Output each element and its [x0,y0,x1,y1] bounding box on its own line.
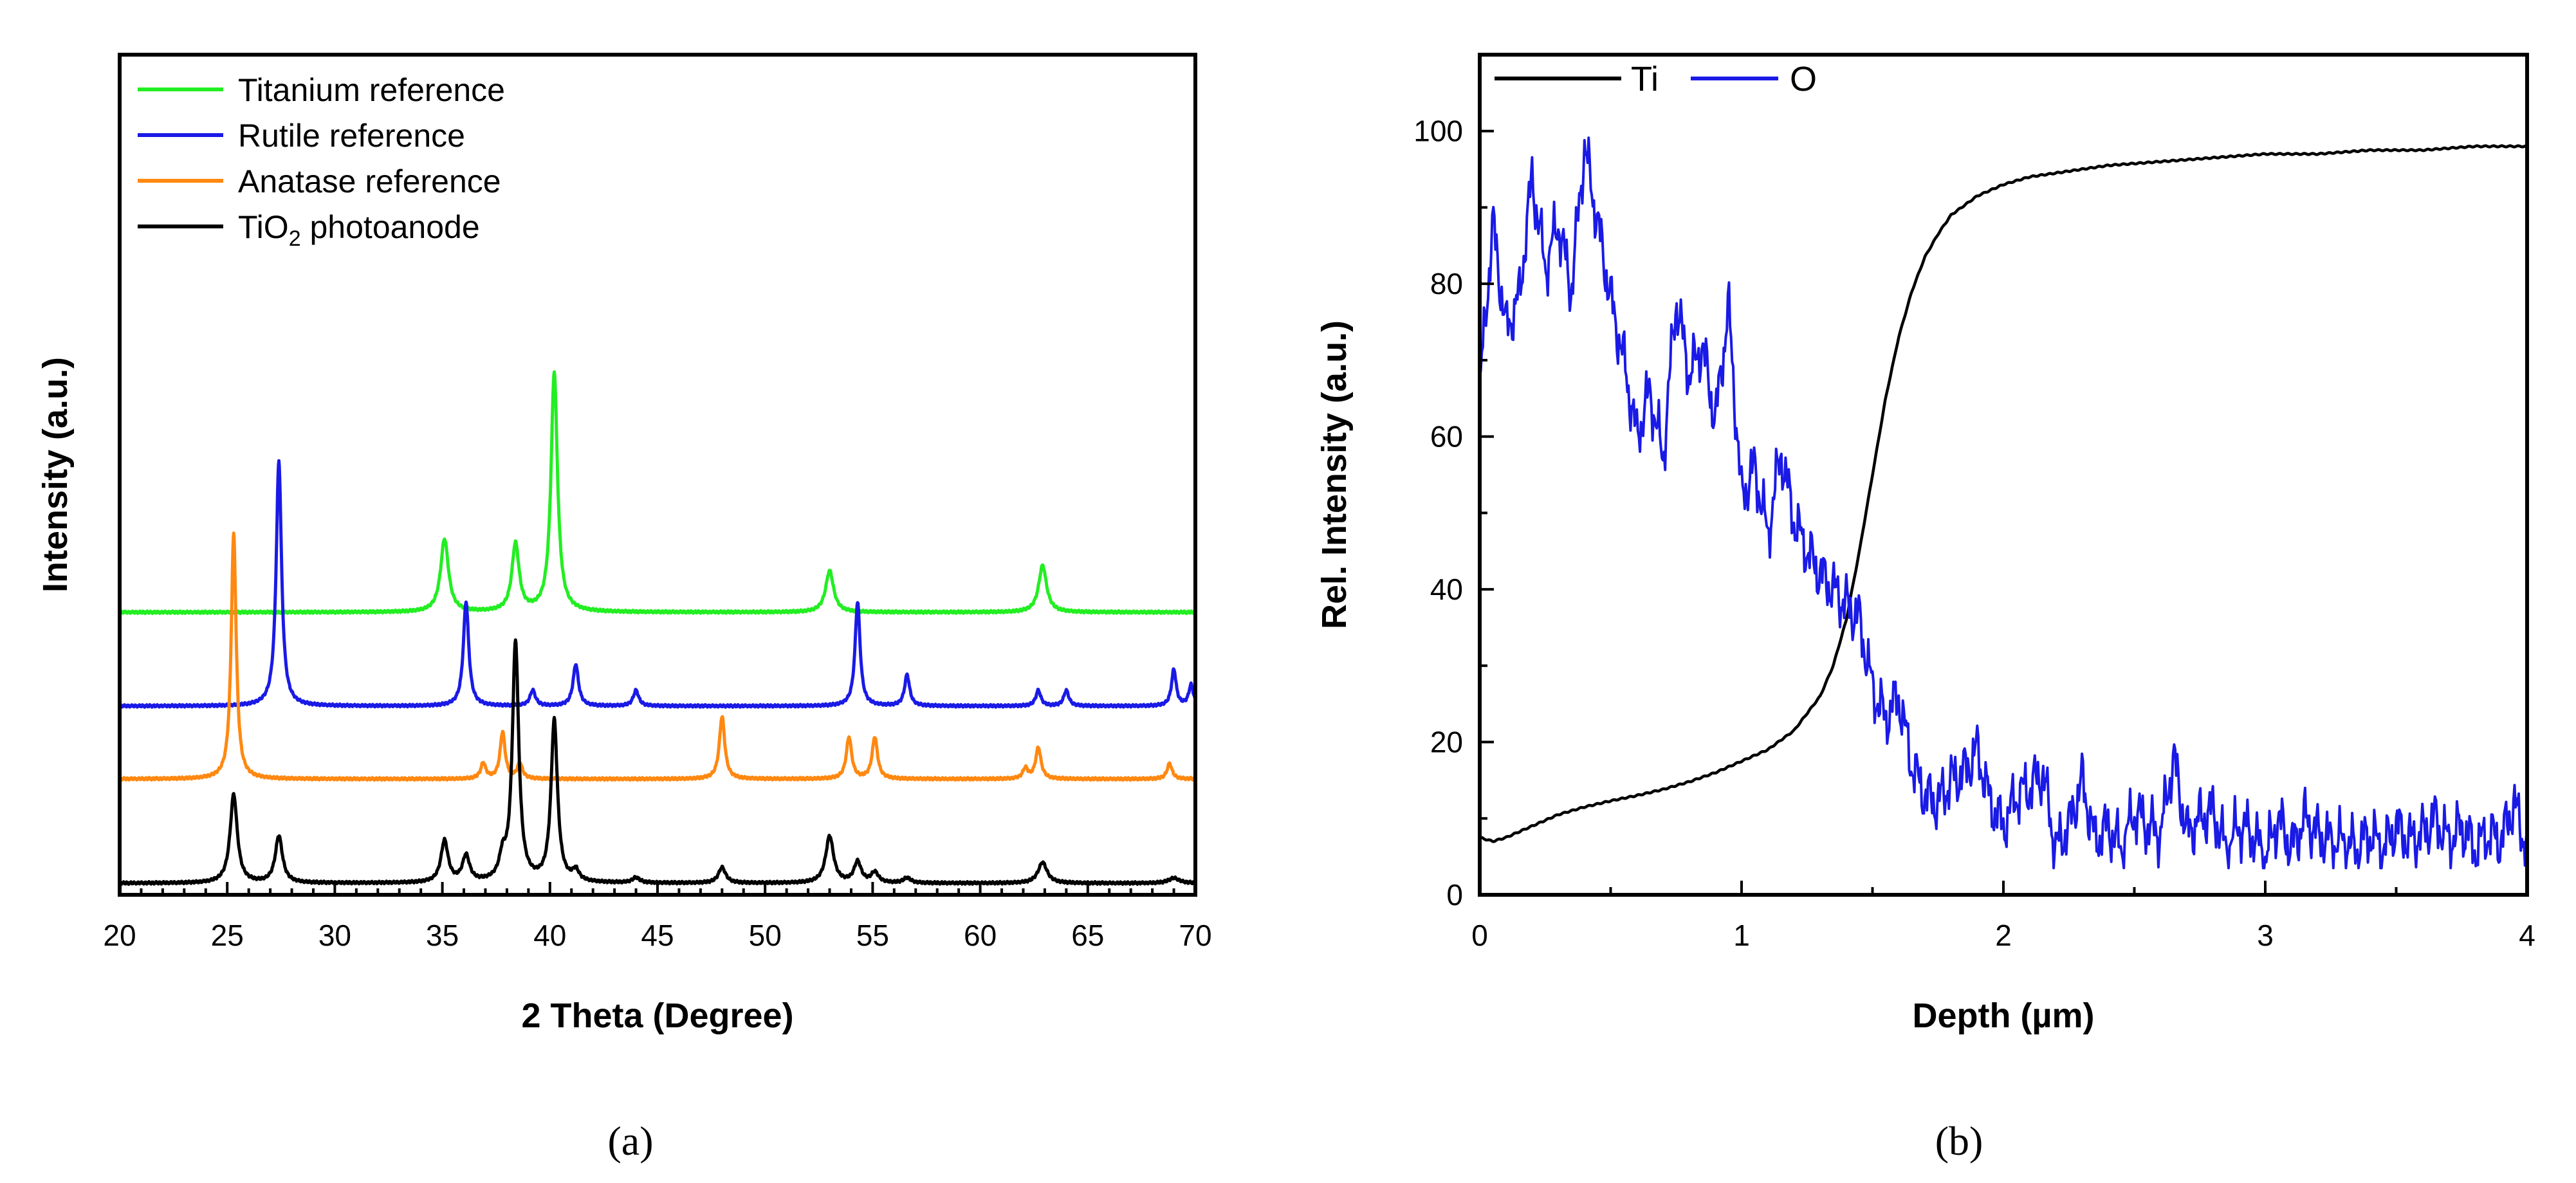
legend-label-o: O [1790,60,1817,98]
x-tick-label-70: 70 [1179,919,1211,952]
x-tick-label-30: 30 [318,919,351,952]
legend-label-anatase-reference: Anatase reference [238,163,501,199]
panel-b-y-axis-title: Rel. Intensity (a.u.) [1315,320,1354,629]
x-tick-label-0: 0 [1471,919,1488,952]
series-line-rutile-reference [120,459,1195,709]
legend-label-tio2-photoanode: TiO2 photoanode [238,209,480,251]
panel-a-series [120,370,1195,886]
x-tick-label-25: 25 [211,919,244,952]
x-tick-label-45: 45 [641,919,674,952]
panel-b-x-axis-title: Depth (µm) [1912,996,2094,1035]
panel-a-y-axis-title: Intensity (a.u.) [36,357,75,592]
x-tick-label-4: 4 [2519,919,2535,952]
x-tick-label-55: 55 [856,919,889,952]
x-tick-label-40: 40 [533,919,566,952]
x-tick-label-35: 35 [426,919,459,952]
legend-label-ti: Ti [1631,60,1659,98]
y-tick-label-100: 100 [1413,115,1463,148]
panel-b-plot-frame [1478,53,2529,897]
y-tick-label-20: 20 [1430,726,1463,759]
panel-a-x-axis: 20 25 30 35 40 45 50 55 60 65 70 [103,882,1212,952]
x-tick-label-60: 60 [964,919,997,952]
panel-b-series [1480,136,2527,870]
series-line-titanium-reference [120,370,1195,616]
panel-b-y-axis: 0 20 40 60 80 100 [1413,53,1494,912]
panel-a-label: (a) [607,1118,653,1164]
panel-a: 20 25 30 35 40 45 50 55 60 65 70 Titanium referenc… [36,53,1212,1164]
y-tick-label-80: 80 [1430,267,1463,300]
x-tick-label-3: 3 [2257,919,2274,952]
series-line-ti [1480,144,2527,843]
y-tick-label-60: 60 [1430,420,1463,454]
panel-b-legend: Ti O [1495,60,1817,98]
panel-b: 0 1 2 3 4 0 20 40 60 80 100 Ti O Depth (µm) Rel. I… [1315,53,2535,1164]
x-tick-label-65: 65 [1071,919,1104,952]
panel-a-legend: Titanium reference Rutile reference Anatas… [138,72,505,251]
x-tick-label-2: 2 [1995,919,2012,952]
panel-a-x-axis-title: 2 Theta (Degree) [521,996,793,1035]
legend-label-rutile-reference: Rutile reference [238,118,465,154]
x-tick-label-1: 1 [1733,919,1750,952]
legend-label-titanium-reference: Titanium reference [238,72,505,108]
series-line-anatase-reference [120,531,1195,782]
panel-b-x-axis: 0 1 2 3 4 [1471,881,2535,952]
series-line-o [1480,136,2527,870]
x-tick-label-20: 20 [103,919,136,952]
x-tick-label-50: 50 [749,919,782,952]
panel-b-label: (b) [1935,1118,1983,1164]
y-tick-label-40: 40 [1430,573,1463,606]
y-tick-label-0: 0 [1446,878,1463,912]
